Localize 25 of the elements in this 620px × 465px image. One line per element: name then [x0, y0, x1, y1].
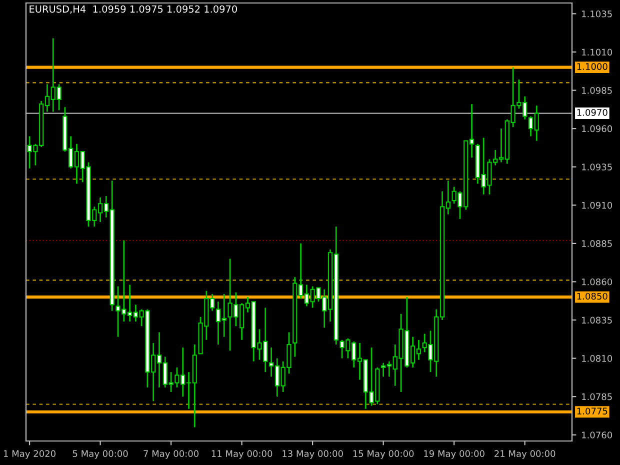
y-tick-label: 1.0760: [582, 432, 612, 438]
y-tick-label: 1.0960: [582, 125, 612, 132]
y-tick-label: 1.0935: [582, 164, 612, 170]
ref-line-label: 1.1000: [577, 63, 608, 70]
chart-title: EURUSD,H4 1.0959 1.0975 1.0952 1.0970: [30, 5, 237, 14]
y-tick-label: 1.0885: [582, 240, 612, 247]
x-tick-label: 11 May 00:00: [212, 450, 272, 459]
x-tick-label: 21 May 00:00: [494, 450, 556, 459]
y-tick-label: 1.0910: [582, 202, 612, 209]
ref-line-label: 1.0850: [577, 292, 608, 300]
x-tick-label: 7 May 00:00: [144, 450, 199, 459]
y-tick-label: 1.0785: [582, 393, 612, 400]
y-tick-label: 1.0860: [582, 278, 612, 286]
y-tick-label: 1.0985: [582, 87, 612, 94]
x-tick-label: 5 May 00:00: [72, 450, 128, 459]
x-tick-label: 15 May 00:00: [353, 450, 414, 459]
x-tick-label: 13 May 00:00: [282, 450, 343, 459]
x-tick-label: 1 May 2020: [4, 450, 56, 459]
y-tick-label: 1.0810: [582, 355, 612, 362]
ref-line-label: 1.0775: [577, 408, 608, 415]
y-tick-label: 1.0835: [582, 316, 612, 324]
y-tick-label: 1.1035: [582, 10, 612, 18]
ref-line-label: 1.0970: [577, 109, 608, 116]
x-tick-label: 19 May 00:00: [424, 450, 484, 459]
y-tick-label: 1.1010: [582, 48, 612, 56]
